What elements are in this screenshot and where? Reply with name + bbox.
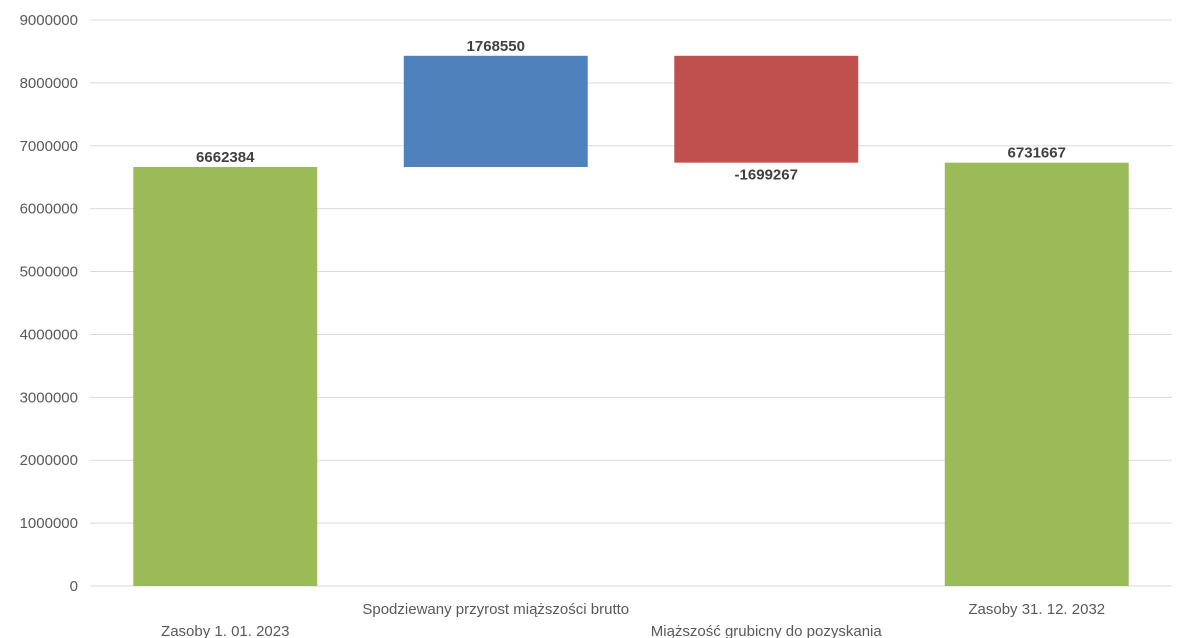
y-tick-label: 6000000: [20, 201, 78, 218]
x-axis-category-labels: Zasoby 1. 01. 2023 Spodziewany przyrost m…: [161, 601, 1105, 638]
data-labels: 6662384 1768550 -1699267 6731667: [196, 38, 1066, 184]
data-label: -1699267: [735, 167, 798, 184]
bar-total: [944, 162, 1129, 586]
bar-decrease: [674, 55, 859, 163]
y-tick-label: 2000000: [20, 452, 78, 469]
x-category-label: Miąższość grubicny do pozyskania: [651, 623, 883, 638]
y-tick-label: 3000000: [20, 389, 78, 406]
bars: [133, 55, 1129, 586]
y-tick-label: 1000000: [20, 515, 78, 532]
data-label: 6662384: [196, 149, 255, 166]
x-category-label: Zasoby 31. 12. 2032: [968, 601, 1105, 618]
y-tick-label: 7000000: [20, 138, 78, 155]
data-label: 1768550: [467, 38, 525, 55]
x-category-label: Zasoby 1. 01. 2023: [161, 623, 289, 638]
bar-increase: [403, 55, 588, 168]
y-tick-label: 4000000: [20, 326, 78, 343]
y-tick-label: 5000000: [20, 264, 78, 281]
x-category-label: Spodziewany przyrost miąższości brutto: [362, 601, 629, 618]
y-tick-label: 0: [70, 578, 78, 595]
y-tick-label: 9000000: [20, 12, 78, 29]
y-axis-tick-labels: 0 1000000 2000000 3000000 4000000 5000000 6000…: [20, 12, 78, 595]
bar-total: [133, 167, 318, 586]
data-label: 6731667: [1008, 145, 1066, 162]
y-tick-label: 8000000: [20, 75, 78, 92]
